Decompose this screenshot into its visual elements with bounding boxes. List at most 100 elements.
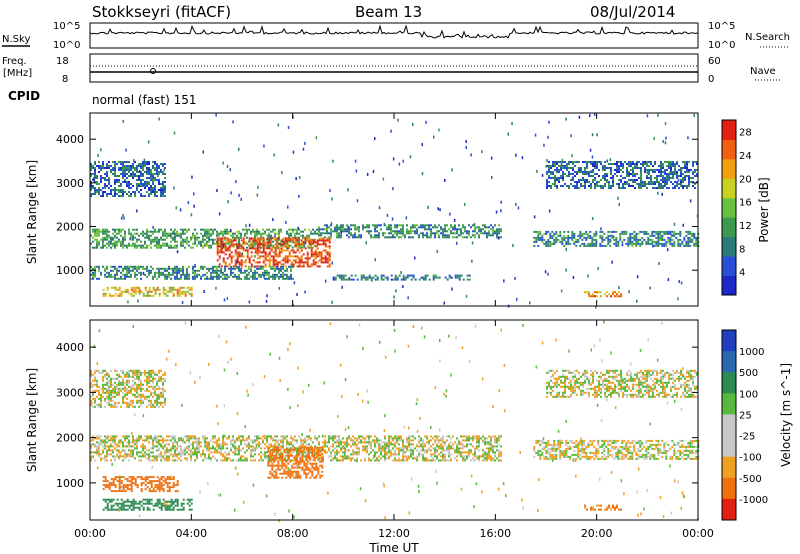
echo-cell <box>140 246 142 249</box>
echo-cell <box>156 277 158 280</box>
echo-cell <box>334 441 336 444</box>
echo-cell <box>172 236 174 239</box>
echo-cell <box>104 275 106 278</box>
echo-cell <box>218 255 221 258</box>
echo-cell <box>543 238 546 241</box>
echo-cell <box>615 240 618 243</box>
echo-cell <box>596 161 598 163</box>
echo-cell <box>640 179 642 181</box>
echo-cell <box>204 453 206 456</box>
echo-cell <box>172 294 175 297</box>
echo-cell <box>240 271 242 274</box>
echo-cell <box>190 292 193 295</box>
echo-cell <box>303 241 305 245</box>
echo-cell <box>112 451 114 454</box>
echo-cell <box>128 267 130 270</box>
echo-cell <box>406 274 409 277</box>
echo-cell <box>242 237 245 240</box>
echo-cell <box>222 261 225 264</box>
echo-cell <box>618 286 620 290</box>
echo-cell <box>591 240 594 243</box>
echo-cell <box>166 294 169 297</box>
echo-cell <box>422 443 424 446</box>
echo-cell <box>154 288 157 291</box>
echo-cell <box>230 271 232 274</box>
echo-cell <box>248 237 251 240</box>
echo-cell <box>616 167 618 169</box>
echo-cell <box>378 445 380 448</box>
echo-cell <box>430 232 432 235</box>
echo-cell <box>256 245 259 248</box>
echo-cell <box>583 242 586 245</box>
echo-cell <box>288 275 290 278</box>
echo-cell <box>150 169 152 171</box>
echo-cell <box>222 439 224 442</box>
echo-cell <box>284 457 286 460</box>
power-colorbar-swatch <box>722 275 736 296</box>
echo-cell <box>218 212 221 216</box>
echo-cell <box>621 243 624 247</box>
echo-cell <box>276 445 278 448</box>
power-colorbar-tick: 12 <box>739 221 752 232</box>
echo-cell <box>240 247 243 250</box>
echo-cell <box>226 257 229 260</box>
echo-cell <box>265 299 268 303</box>
echo-cell <box>294 251 297 254</box>
echo-cell <box>653 234 656 237</box>
echo-cell <box>154 236 156 239</box>
echo-cell <box>174 439 176 442</box>
echo-cell <box>292 259 295 262</box>
echo-cell <box>98 240 100 243</box>
echo-cell <box>596 167 598 169</box>
echo-cell <box>134 228 136 231</box>
echo-cell <box>194 269 196 272</box>
echo-cell <box>266 441 268 444</box>
echo-cell <box>242 239 245 242</box>
echo-cell <box>126 435 128 438</box>
echo-cell <box>156 437 158 440</box>
echo-cell <box>136 171 138 173</box>
echo-cell <box>591 133 594 137</box>
echo-cell <box>370 447 372 450</box>
echo-cell <box>444 226 446 229</box>
echo-cell <box>693 234 696 237</box>
echo-cell <box>268 443 270 446</box>
echo-cell <box>292 265 294 268</box>
echo-cell <box>640 185 642 187</box>
echo-cell <box>680 167 682 169</box>
echo-cell <box>612 235 615 239</box>
echo-cell <box>582 185 584 187</box>
echo-cell <box>166 273 168 276</box>
echo-cell <box>128 228 130 231</box>
echo-cell <box>136 189 138 191</box>
echo-cell <box>202 437 204 440</box>
echo-cell <box>108 234 110 237</box>
echo-cell <box>673 234 676 237</box>
echo-cell <box>376 234 378 237</box>
echo-cell <box>328 236 330 239</box>
power-colorbar-swatch <box>722 158 736 179</box>
echo-cell <box>372 224 374 227</box>
echo-cell <box>262 435 264 438</box>
echo-cell <box>406 232 408 235</box>
echo-cell <box>604 173 606 175</box>
echo-cell <box>378 236 380 239</box>
echo-cell <box>641 242 644 245</box>
echo-cell <box>490 234 492 237</box>
echo-cell <box>696 161 698 163</box>
echo-cell <box>148 177 150 179</box>
echo-cell <box>128 269 130 272</box>
echo-cell <box>286 451 288 454</box>
echo-cell <box>302 234 304 237</box>
echo-cell <box>564 173 566 175</box>
echo-cell <box>425 120 427 124</box>
echo-cell <box>428 447 430 450</box>
echo-cell <box>160 435 162 438</box>
echo-cell <box>296 439 298 442</box>
echo-cell <box>354 224 356 227</box>
echo-cell <box>316 253 319 256</box>
echo-cell <box>424 451 426 454</box>
echo-cell <box>150 455 152 458</box>
echo-cell <box>196 449 198 452</box>
echo-cell <box>100 273 102 276</box>
